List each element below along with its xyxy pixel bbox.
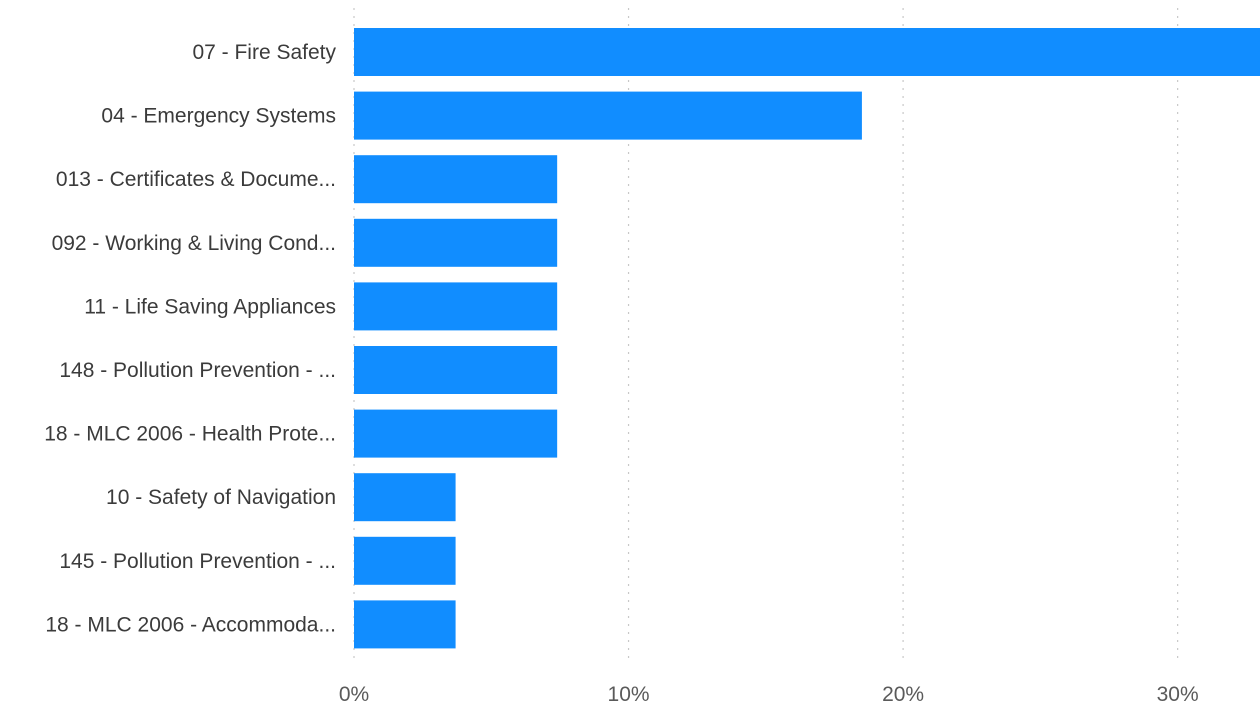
bar[interactable] — [354, 409, 558, 458]
bar[interactable] — [354, 155, 558, 204]
bar[interactable] — [354, 346, 558, 394]
category-label: 092 - Working & Living Cond... — [52, 232, 336, 255]
bars — [354, 28, 1260, 649]
category-label: 07 - Fire Safety — [192, 41, 336, 64]
bar[interactable] — [354, 282, 558, 331]
bar[interactable] — [354, 218, 558, 267]
category-label: 18 - MLC 2006 - Accommoda... — [45, 613, 336, 636]
category-label: 10 - Safety of Navigation — [106, 486, 336, 509]
bar[interactable] — [354, 28, 1260, 76]
category-label: 11 - Life Saving Appliances — [84, 295, 336, 318]
x-tick-label: 0% — [339, 683, 369, 704]
x-tick-label: 10% — [608, 683, 650, 704]
category-label: 148 - Pollution Prevention - ... — [59, 359, 336, 382]
bar[interactable] — [354, 536, 456, 585]
category-labels: 07 - Fire Safety 04 - Emergency Systems 01… — [44, 41, 336, 636]
x-axis-tick-labels: 0% 10% 20% 30% — [339, 683, 1199, 704]
category-label: 145 - Pollution Prevention - ... — [59, 550, 336, 573]
bar[interactable] — [354, 91, 862, 140]
category-label: 18 - MLC 2006 - Health Prote... — [44, 423, 336, 446]
x-tick-label: 30% — [1157, 683, 1199, 704]
bar[interactable] — [354, 473, 456, 522]
category-label: 04 - Emergency Systems — [101, 105, 336, 128]
bar[interactable] — [354, 600, 456, 649]
x-tick-label: 20% — [882, 683, 924, 704]
category-label: 013 - Certificates & Docume... — [56, 168, 336, 191]
